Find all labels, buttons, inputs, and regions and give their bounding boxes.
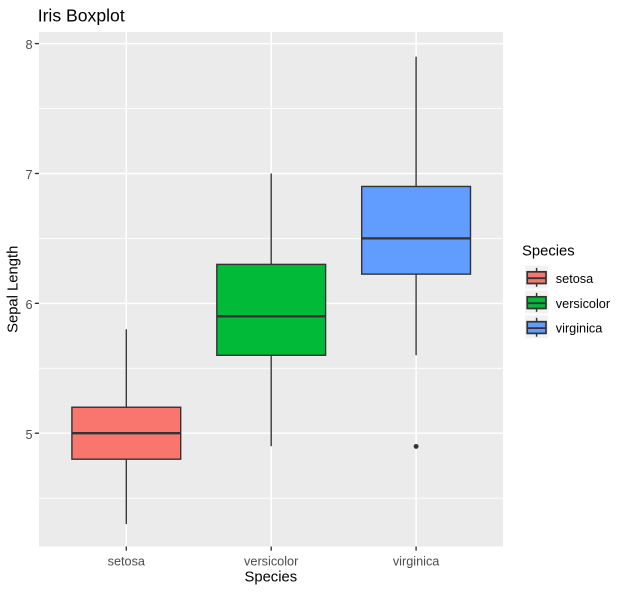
svg-text:7: 7 — [26, 168, 33, 182]
svg-text:5: 5 — [26, 428, 33, 442]
svg-text:Species: Species — [244, 569, 297, 585]
svg-text:8: 8 — [26, 38, 33, 52]
svg-text:virginica: virginica — [393, 554, 440, 568]
svg-text:6: 6 — [26, 298, 33, 312]
svg-text:versicolor: versicolor — [244, 554, 299, 568]
svg-text:Species: Species — [522, 244, 575, 260]
svg-text:Iris Boxplot: Iris Boxplot — [38, 5, 125, 25]
svg-text:setosa: setosa — [108, 554, 146, 568]
svg-text:setosa: setosa — [556, 272, 594, 286]
svg-text:Sepal Length: Sepal Length — [5, 246, 21, 333]
svg-text:versicolor: versicolor — [556, 297, 611, 311]
svg-text:virginica: virginica — [556, 322, 603, 336]
